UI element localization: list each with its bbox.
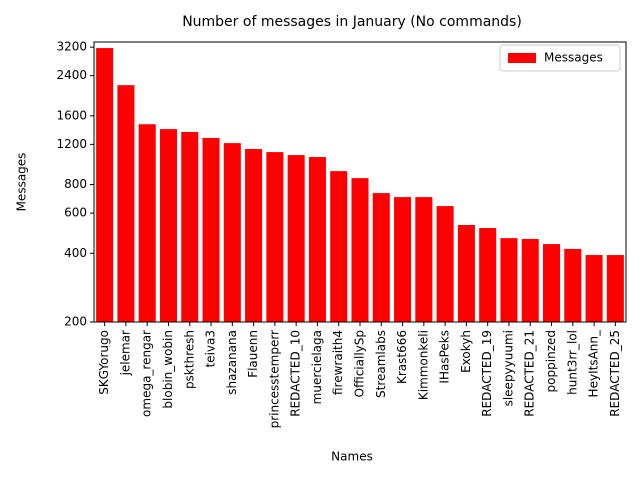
bar xyxy=(457,225,475,322)
bar xyxy=(181,131,199,322)
bar xyxy=(372,193,390,322)
x-tick-label: omega_rengar xyxy=(140,330,154,417)
bar xyxy=(394,197,412,322)
bar xyxy=(287,155,305,322)
x-tick-label: Exokyh xyxy=(459,330,473,373)
bar xyxy=(330,171,348,322)
bar xyxy=(138,124,156,323)
y-tick-label: 200 xyxy=(64,315,87,329)
bar xyxy=(436,206,454,322)
bar xyxy=(585,255,603,322)
bar xyxy=(543,244,561,322)
x-tick-label: muercielaga xyxy=(310,330,324,404)
bar xyxy=(245,149,263,322)
x-tick-label: hunt3rr_lol xyxy=(565,330,579,395)
bar xyxy=(202,137,220,322)
x-tick-label: blobin_wobin xyxy=(161,330,175,409)
bar xyxy=(351,178,369,322)
x-tick-label: jelemar xyxy=(118,330,132,376)
x-tick-label: Streamlabs xyxy=(374,330,388,398)
x-tick-label: teiva3 xyxy=(204,330,218,368)
x-tick-label: poppinzed xyxy=(544,330,558,392)
bar xyxy=(564,248,582,322)
y-axis-label: Messages xyxy=(15,153,29,212)
y-tick-label: 1600 xyxy=(56,108,87,122)
bar xyxy=(96,48,114,322)
x-tick-label: IHasPeks xyxy=(438,330,452,384)
x-tick-label: REDACTED_25 xyxy=(608,330,622,417)
bar xyxy=(117,85,135,323)
bar xyxy=(159,129,177,322)
x-axis-label: Names xyxy=(331,450,373,464)
bar xyxy=(606,255,624,322)
bar xyxy=(521,238,539,322)
x-tick-label: HeyItsAnn_ xyxy=(587,329,601,397)
x-tick-label: pskthresh xyxy=(182,330,196,389)
bar xyxy=(223,143,241,322)
x-tick-label: SKGYorugo xyxy=(97,330,111,395)
legend-swatch xyxy=(508,53,536,63)
x-tick-label: firewraith4 xyxy=(331,330,345,395)
legend-label: Messages xyxy=(544,51,603,65)
x-tick-label: REDACTED_19 xyxy=(480,330,494,417)
bar xyxy=(308,157,326,322)
legend xyxy=(499,44,621,72)
x-tick-label: shazanana xyxy=(225,330,239,395)
y-tick-label: 400 xyxy=(64,246,87,260)
bar xyxy=(500,238,518,322)
x-tick-label: sleepyyuumi xyxy=(501,330,515,406)
x-tick-label: REDACTED_10 xyxy=(289,330,303,417)
y-tick-label: 3200 xyxy=(56,40,87,54)
x-tick-label: REDACTED_21 xyxy=(523,330,537,417)
chart-title: Number of messages in January (No comman… xyxy=(182,14,522,30)
x-tick-label: Kimmonkeli xyxy=(416,330,430,400)
y-tick-label: 1200 xyxy=(56,137,87,151)
x-tick-label: princesstemperr xyxy=(267,330,281,428)
x-tick-label: Krast666 xyxy=(395,330,409,384)
bar xyxy=(415,197,433,322)
y-tick-label: 800 xyxy=(64,177,87,191)
y-tick-label: 2400 xyxy=(56,68,87,82)
y-tick-label: 600 xyxy=(64,206,87,220)
x-tick-label: OfficiallySp xyxy=(353,330,367,397)
x-tick-label: Flauenn xyxy=(246,330,260,378)
bar xyxy=(266,152,284,322)
bar xyxy=(479,228,497,322)
plot-frame xyxy=(93,41,627,323)
